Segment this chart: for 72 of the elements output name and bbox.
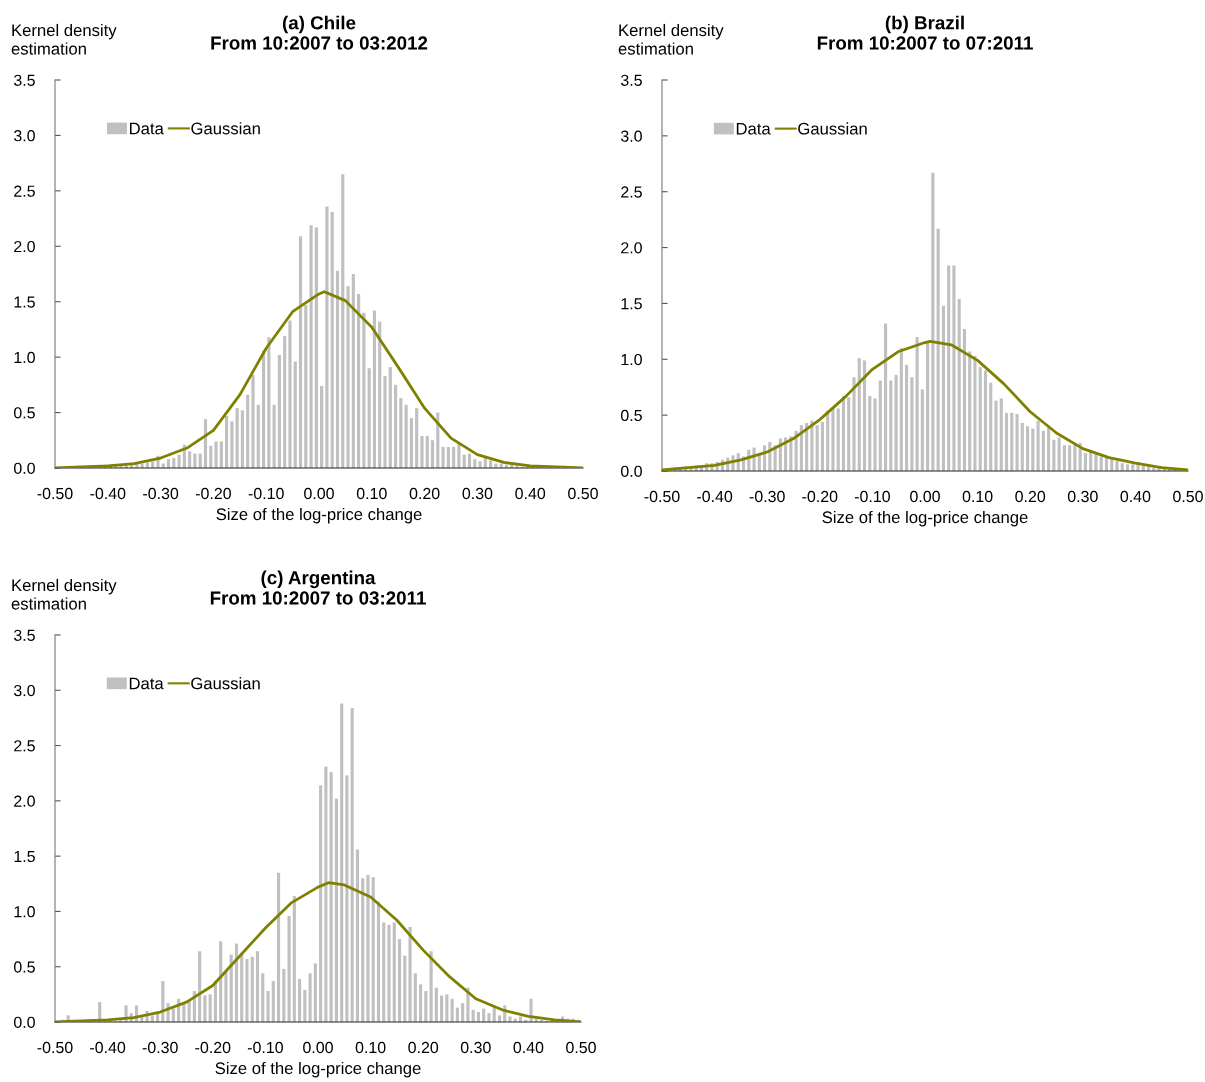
x-tick-label: -0.30 xyxy=(142,1041,178,1054)
legend-label: Data xyxy=(129,677,164,690)
x-axis-title: Size of the log-price change xyxy=(216,507,422,524)
y-tick-label: 2.0 xyxy=(14,795,35,807)
y-tick-label: 1.5 xyxy=(14,296,35,308)
x-tick-label: -0.50 xyxy=(644,490,680,503)
chart-title: (c) Argentina From 10:2007 to 03:2011 xyxy=(210,570,426,605)
x-axis-title: Size of the log-price change xyxy=(822,510,1028,527)
x-tick-label: 0.20 xyxy=(409,487,440,500)
y-axis-title: Kernel density estimation xyxy=(618,23,724,55)
y-tick-label: 0.0 xyxy=(13,1016,35,1028)
legend-label: Data xyxy=(129,122,164,135)
x-tick-label: 0.50 xyxy=(566,1041,596,1054)
y-tick-label: 1.5 xyxy=(14,850,35,863)
x-tick-label: -0.30 xyxy=(143,487,179,500)
x-tick-label: 0.20 xyxy=(1015,490,1046,503)
y-tick-label: 3.0 xyxy=(13,130,35,142)
x-tick-label: -0.20 xyxy=(195,1041,231,1054)
y-tick-label: 3.5 xyxy=(620,74,642,86)
x-tick-label: -0.20 xyxy=(802,490,838,503)
x-tick-label: 0.50 xyxy=(1173,490,1203,503)
y-tick-label: 2.0 xyxy=(14,240,35,253)
y-tick-label: 3.0 xyxy=(13,684,35,697)
y-tick-label: 3.0 xyxy=(620,130,642,142)
legend-label: Gaussian xyxy=(191,677,260,690)
chart-title: (b) Brazil From 10:2007 to 07:2011 xyxy=(817,15,1033,50)
x-tick-label: 0.40 xyxy=(513,1041,544,1054)
y-tick-label: 0.5 xyxy=(13,407,35,419)
y-tick-label: 2.5 xyxy=(14,740,35,752)
x-tick-label: -0.10 xyxy=(854,490,890,503)
y-tick-label: 0.5 xyxy=(13,961,35,973)
x-axis-title: Size of the log-price change xyxy=(215,1061,421,1078)
x-tick-label: 0.00 xyxy=(303,1041,333,1054)
x-tick-label: 0.30 xyxy=(1067,490,1098,503)
y-tick-label: 3.5 xyxy=(13,74,35,86)
y-tick-label: 1.0 xyxy=(14,351,35,364)
legend-label: Data xyxy=(736,122,771,135)
y-axis-title: Kernel density estimation xyxy=(11,578,117,610)
x-tick-label: 0.20 xyxy=(408,1041,439,1054)
y-tick-label: 3.5 xyxy=(13,629,35,641)
y-axis-title: Kernel density estimation xyxy=(11,23,117,55)
x-tick-label: -0.10 xyxy=(247,1041,283,1054)
x-tick-label: 0.40 xyxy=(515,487,546,500)
x-tick-label: 0.50 xyxy=(568,487,598,500)
legend-label: Gaussian xyxy=(191,122,260,135)
x-tick-label: -0.20 xyxy=(195,487,231,500)
x-tick-label: -0.40 xyxy=(697,490,733,503)
y-tick-label: 1.0 xyxy=(621,353,642,366)
x-tick-label: -0.30 xyxy=(749,490,785,503)
x-tick-label: 0.10 xyxy=(962,490,993,503)
y-tick-label: 1.0 xyxy=(14,906,35,918)
y-tick-label: 2.5 xyxy=(621,186,642,198)
y-tick-label: 2.5 xyxy=(14,185,35,197)
y-tick-label: 1.5 xyxy=(621,298,642,310)
x-tick-label: 0.10 xyxy=(355,1041,386,1054)
x-tick-label: 0.00 xyxy=(910,490,940,503)
y-tick-label: 0.0 xyxy=(13,462,35,474)
x-tick-label: 0.30 xyxy=(460,1041,491,1054)
x-tick-label: -0.50 xyxy=(37,487,73,500)
x-tick-label: -0.40 xyxy=(90,487,126,500)
x-tick-label: 0.10 xyxy=(356,487,387,500)
y-tick-label: 0.5 xyxy=(620,409,642,422)
x-tick-label: -0.40 xyxy=(90,1041,126,1054)
x-tick-label: -0.10 xyxy=(248,487,284,500)
legend-label: Gaussian xyxy=(798,122,867,135)
x-tick-label: 0.40 xyxy=(1120,490,1151,503)
x-tick-label: -0.50 xyxy=(37,1041,73,1054)
x-tick-label: 0.30 xyxy=(462,487,493,500)
y-tick-label: 2.0 xyxy=(621,242,642,254)
chart-title: (a) Chile From 10:2007 to 03:2012 xyxy=(211,15,428,50)
x-tick-label: 0.00 xyxy=(304,487,334,500)
y-tick-label: 0.0 xyxy=(620,465,642,477)
